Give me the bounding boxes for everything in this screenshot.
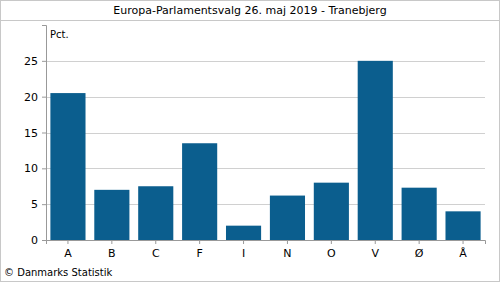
x-tick: V: [371, 240, 379, 260]
grid-line: [46, 168, 485, 169]
x-tick-label: Ø: [415, 247, 424, 260]
grid-line: [46, 61, 485, 62]
y-tick-mark: [42, 133, 46, 134]
x-tick: B: [108, 240, 116, 260]
x-tick-mark: [375, 240, 376, 244]
x-tick-label: C: [152, 247, 160, 260]
x-tick-label: A: [64, 247, 72, 260]
grid: [46, 62, 485, 241]
x-tick-mark: [419, 240, 420, 244]
x-tick: Ø: [415, 240, 424, 260]
x-axis-line: [47, 241, 486, 245]
y-tick: 10: [24, 162, 46, 175]
x-tick-label: V: [371, 247, 379, 260]
x-tick-label: N: [283, 247, 291, 260]
bar: [50, 93, 85, 240]
x-tick: C: [152, 240, 160, 260]
grid-line: [46, 133, 485, 134]
x-tick-label: B: [108, 247, 116, 260]
y-axis-line: [42, 26, 47, 241]
x-tick-label: Å: [459, 247, 467, 260]
x-tick: Å: [459, 240, 467, 260]
x-tick: I: [242, 240, 245, 260]
bar: [402, 188, 437, 240]
y-tick-mark: [42, 61, 46, 62]
y-tick-label: 10: [24, 162, 38, 175]
bar: [182, 143, 217, 240]
bar: [445, 211, 480, 240]
y-tick-mark: [42, 204, 46, 205]
y-tick: 25: [24, 55, 46, 68]
x-tick-mark: [243, 240, 244, 244]
x-tick: F: [196, 240, 202, 260]
bar: [358, 61, 393, 240]
y-tick-label: 5: [31, 198, 38, 211]
x-tick-mark: [463, 240, 464, 244]
title: Europa-Parlamentsvalg 26. maj 2019 - Tra…: [113, 4, 386, 17]
x-tick-mark: [287, 240, 288, 244]
x-tick-label: O: [327, 247, 336, 260]
y-tick: 15: [24, 127, 46, 140]
y-tick-label: 0: [31, 234, 38, 247]
y-tick-label: 25: [24, 55, 38, 68]
bar: [138, 186, 173, 240]
y-tick: 5: [31, 198, 46, 211]
frame: [1, 1, 500, 282]
y-axis: 0 5 10 15 20 25: [24, 26, 47, 248]
bar: [270, 196, 305, 240]
bars: [50, 61, 480, 240]
title-separator: [0, 20, 500, 21]
y-tick-mark: [42, 240, 46, 241]
y-tick-mark: [42, 97, 46, 98]
x-tick-mark: [67, 240, 68, 244]
x-tick-mark: [111, 240, 112, 244]
x-tick-mark: [155, 240, 156, 244]
x-tick-label: I: [242, 247, 245, 260]
chart: Europa-Parlamentsvalg 26. maj 2019 - Tra…: [0, 0, 500, 282]
bar: [94, 190, 129, 240]
y-axis-title: Pct.: [50, 29, 69, 40]
x-tick-mark: [331, 240, 332, 244]
x-axis: ABCFINOVØÅ: [47, 240, 486, 260]
source: © Danmarks Statistik: [4, 267, 113, 278]
grid-line: [46, 97, 485, 98]
x-tick: N: [283, 240, 291, 260]
x-tick: A: [64, 240, 72, 260]
x-tick: O: [327, 240, 336, 260]
y-tick-label: 15: [24, 127, 38, 140]
x-tick-label: F: [196, 247, 202, 260]
y-tick-label: 20: [24, 91, 38, 104]
y-tick-mark: [42, 168, 46, 169]
y-tick: 20: [24, 91, 46, 104]
y-tick: 0: [31, 234, 46, 247]
bar: [314, 183, 349, 240]
x-tick-mark: [199, 240, 200, 244]
bar: [226, 226, 261, 240]
